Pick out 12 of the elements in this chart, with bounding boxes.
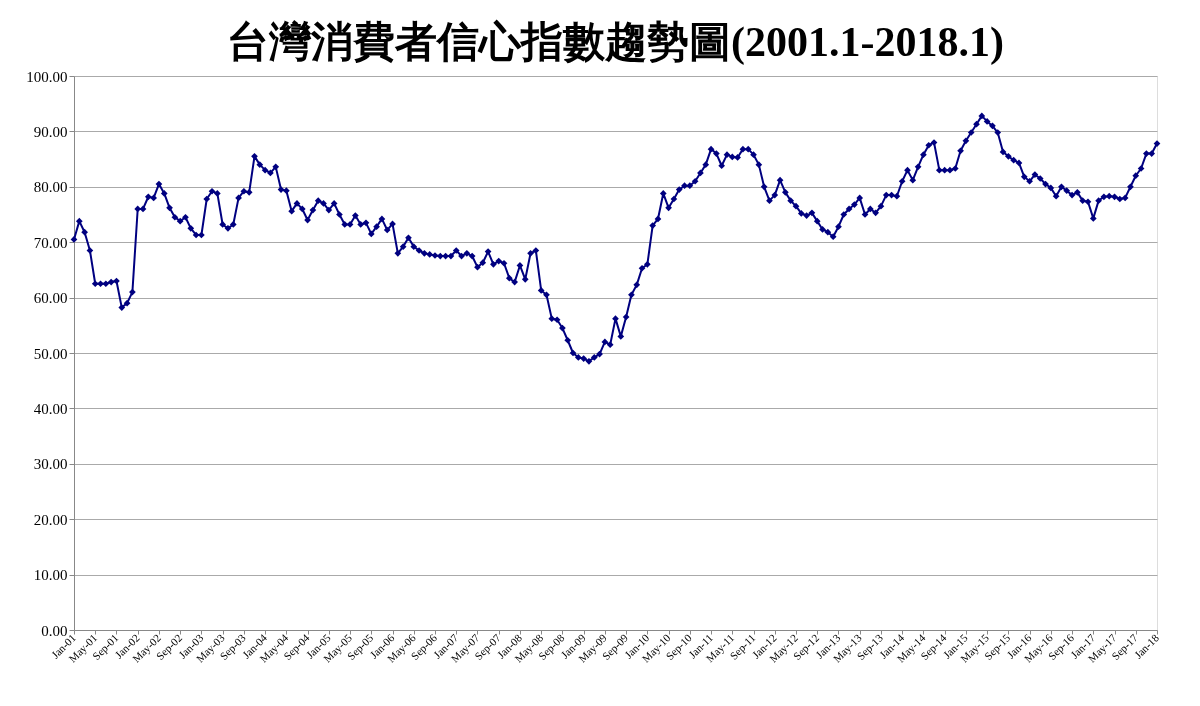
y-tick-label: 30.00 [33,456,68,473]
y-tick-label: 60.00 [33,290,68,307]
y-tick-label: 90.00 [33,123,68,140]
y-tick-label: 20.00 [33,511,68,528]
y-tick-label: 50.00 [33,345,68,362]
chart-title: 台灣消費者信心指數趨勢圖(2001.1-2018.1) [227,19,1004,66]
y-tick-label: 70.00 [33,234,68,251]
y-tick-label: 40.00 [33,400,68,417]
y-tick-label: 10.00 [33,567,68,584]
y-tick-label: 100.00 [26,68,68,85]
y-tick-label: 80.00 [33,179,68,196]
y-tick-label: 0.00 [41,622,68,639]
